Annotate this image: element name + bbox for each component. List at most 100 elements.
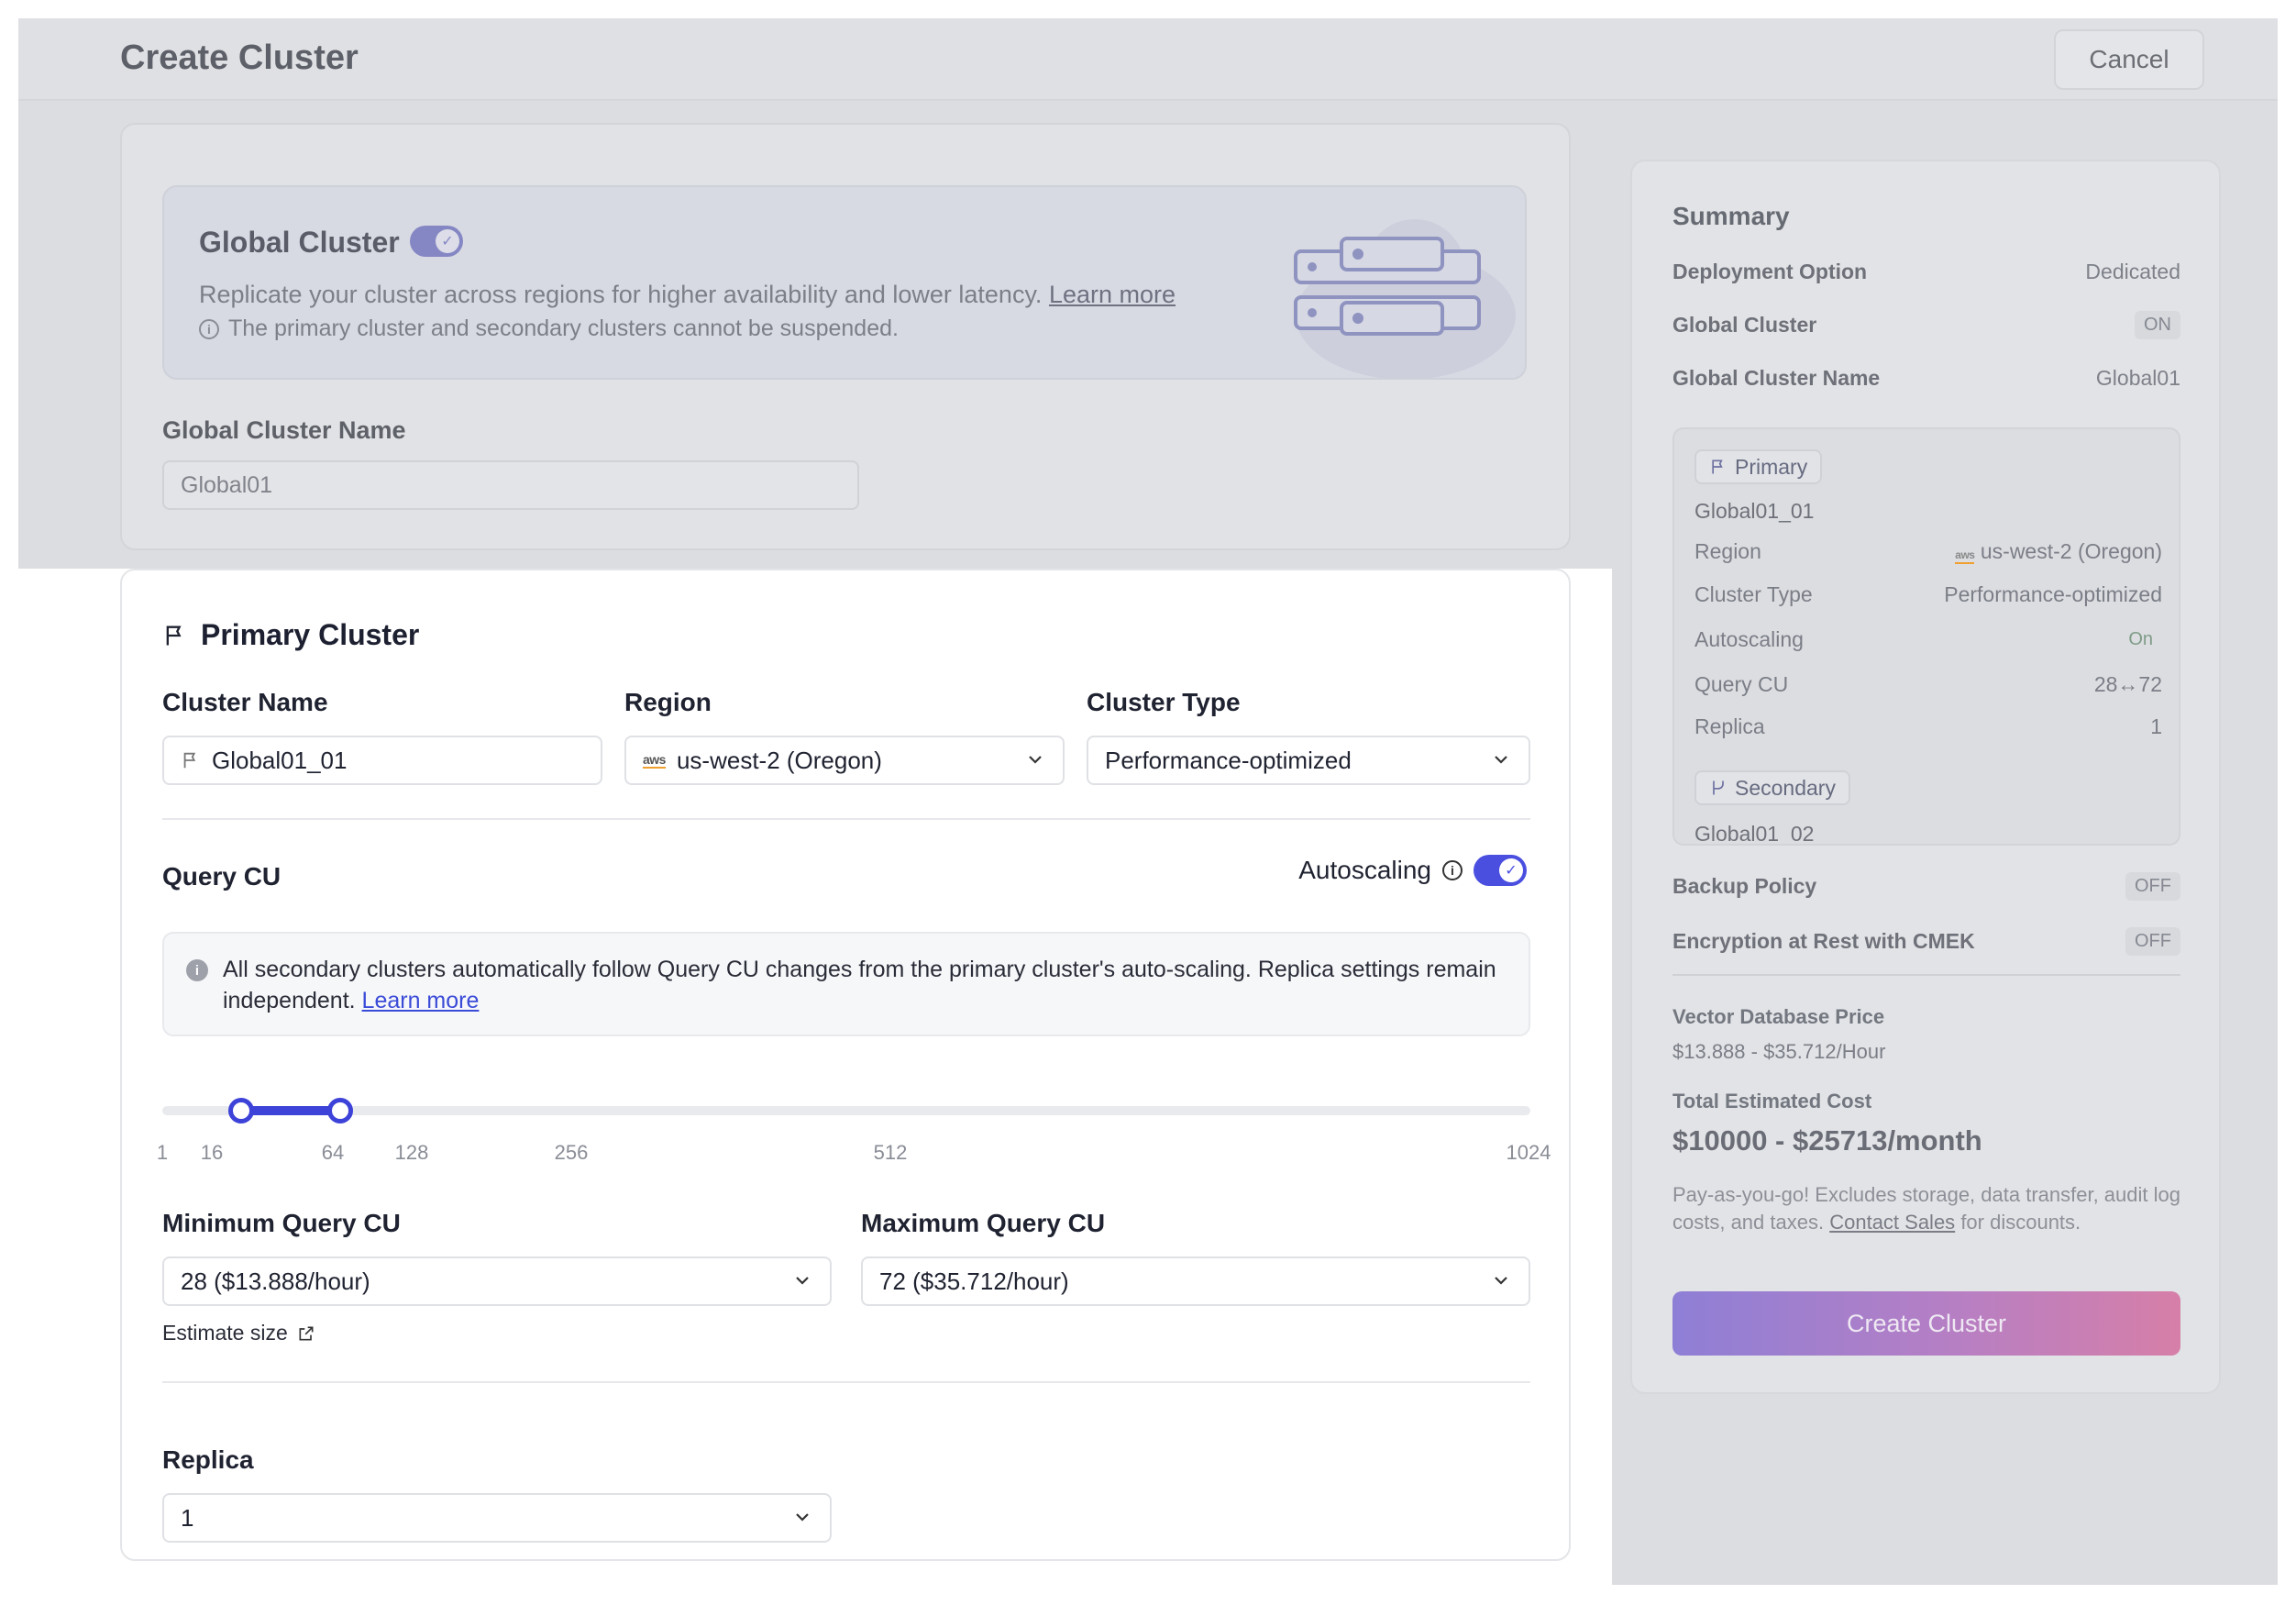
global-cluster-name-label: Global Cluster Name [162,416,406,444]
cancel-button[interactable]: Cancel [2054,29,2204,90]
summary-global-name-row: Global Cluster Name Global01 [1672,361,2180,394]
summary-clusters-box: Primary Global01_01 Region aws us-west-2… [1672,427,2180,846]
slider-ticks: 1 16 64 128 256 512 1024 [157,1141,1574,1168]
status-badge: ON [2135,310,2180,339]
primary-cluster-title: Primary Cluster [201,618,420,651]
global-section-overlay: Global Cluster ✓ Replicate your cluster … [18,101,1612,569]
summary-value: 28↔72 [2093,671,2162,696]
global-cluster-toggle[interactable]: ✓ [410,226,463,257]
section-divider [162,818,1530,820]
slider-tick: 256 [554,1141,589,1164]
summary-key: Global Cluster [1672,312,1817,337]
cluster-type-value: Performance-optimized [1105,746,1352,774]
max-query-cu-select[interactable]: 72 ($35.712/hour) [861,1256,1530,1306]
summary-key: Replica [1694,714,1765,738]
replica-select[interactable]: 1 [162,1493,832,1543]
flag-icon [1712,459,1723,474]
slider-min-handle[interactable] [228,1098,254,1124]
estimate-size-label: Estimate size [162,1321,288,1345]
slider-tick: 64 [321,1141,345,1164]
info-icon: i [186,959,208,981]
primary-tag: Primary [1694,449,1823,484]
slider-tick: 1024 [1506,1141,1551,1164]
summary-replica-row: Replica 1 [1694,711,2162,742]
cluster-name-label: Cluster Name [162,688,328,716]
min-query-cu-label: Minimum Query CU [162,1209,401,1237]
primary-tag-label: Primary [1735,454,1808,479]
info-icon[interactable]: i [1442,860,1463,880]
summary-key: Encryption at Rest with CMEK [1672,928,1975,953]
query-cu-title: Query CU [162,862,281,891]
primary-cluster-name: Global01_01 [1694,499,1815,523]
total-cost-label: Total Estimated Cost [1672,1090,1872,1112]
aws-icon: aws [643,751,666,769]
summary-deployment-row: Deployment Option Dedicated [1672,255,2180,288]
summary-type-row: Cluster Type Performance-optimized [1694,579,2162,610]
cluster-name-value: Global01_01 [212,746,348,774]
global-description-text: Replicate your cluster across regions fo… [199,281,1043,308]
server-cloud-illustration [1294,219,1516,378]
global-cluster-name-input[interactable]: Global01 [162,460,859,510]
pricing-note-tail: for discounts. [1960,1211,2081,1234]
summary-encryption-row: Encryption at Rest with CMEK OFF [1672,924,2180,957]
summary-key: Deployment Option [1672,259,1868,283]
create-cluster-button[interactable]: Create Cluster [1672,1291,2180,1356]
flag-icon [181,750,201,770]
info-text-body: All secondary clusters automatically fol… [223,957,1496,1013]
summary-value: 1 [2150,714,2162,738]
chevron-down-icon [1495,1277,1507,1285]
global-cluster-banner: Global Cluster ✓ Replicate your cluster … [162,185,1527,380]
summary-region-row: Region aws us-west-2 (Oregon) [1694,536,2162,567]
region-value: us-west-2 (Oregon) [676,746,882,774]
secondary-cluster-name: Global01_02 [1694,822,1815,846]
autoscaling-info-box: i All secondary clusters automatically f… [162,932,1530,1036]
query-cu-slider[interactable] [162,1093,1530,1130]
chevron-down-icon [796,1277,809,1285]
global-learn-more-link[interactable]: Learn more [1048,281,1176,308]
autoscaling-info-text: All secondary clusters automatically fol… [223,954,1507,1016]
aws-icon: aws [1955,548,1975,564]
summary-autoscaling-row: Autoscaling On [1694,624,2162,655]
summary-divider [1672,974,2180,976]
summary-backup-row: Backup Policy OFF [1672,869,2180,902]
replica-label: Replica [162,1445,254,1474]
cluster-type-label: Cluster Type [1087,688,1241,716]
secondary-tag: Secondary [1694,770,1850,805]
secondary-tag-label: Secondary [1735,775,1836,800]
summary-qcu-row: Query CU 28↔72 [1694,669,2162,700]
info-icon: i [199,318,219,339]
primary-cluster-card: Primary Cluster Cluster Name Global01_01… [120,569,1571,1561]
contact-sales-link[interactable]: Contact Sales [1829,1211,1956,1234]
slider-tick: 128 [394,1141,429,1164]
cluster-type-select[interactable]: Performance-optimized [1087,736,1530,785]
max-query-cu-label: Maximum Query CU [861,1209,1106,1237]
summary-value: Global01 [2095,365,2180,390]
flag-icon [166,625,182,645]
slider-track[interactable] [162,1106,1530,1115]
summary-key: Backup Policy [1672,873,1817,898]
autoscaling-control: Autoscaling i ✓ [1298,855,1527,886]
cluster-name-input[interactable]: Global01_01 [162,736,602,785]
total-cost-value: $10000 - $25713/month [1672,1124,1982,1157]
min-query-cu-value: 28 ($13.888/hour) [181,1267,370,1295]
slider-tick: 1 [156,1141,169,1164]
summary-title: Summary [1672,202,1790,230]
pricing-note: Pay-as-you-go! Excludes storage, data tr… [1672,1181,2180,1236]
region-select[interactable]: aws us-west-2 (Oregon) [624,736,1065,785]
autoscaling-toggle[interactable]: ✓ [1474,855,1527,886]
info-learn-more-link[interactable]: Learn more [361,988,480,1013]
slider-tick: 512 [873,1141,908,1164]
check-icon: ✓ [1499,858,1523,882]
min-query-cu-select[interactable]: 28 ($13.888/hour) [162,1256,832,1306]
summary-key: Autoscaling [1694,626,1804,651]
summary-card: Summary Deployment Option Dedicated Glob… [1630,160,2221,1394]
slider-max-handle[interactable] [327,1098,353,1124]
region-label: Region [624,688,712,716]
page-header: Create Cluster Cancel [18,18,2278,101]
estimate-size-link[interactable]: Estimate size [162,1321,315,1345]
global-cluster-title: Global Cluster [199,226,400,259]
check-icon: ✓ [436,229,459,253]
summary-key: Region [1694,538,1761,563]
vdb-price-label: Vector Database Price [1672,1005,1885,1028]
status-badge: On [2128,628,2153,649]
